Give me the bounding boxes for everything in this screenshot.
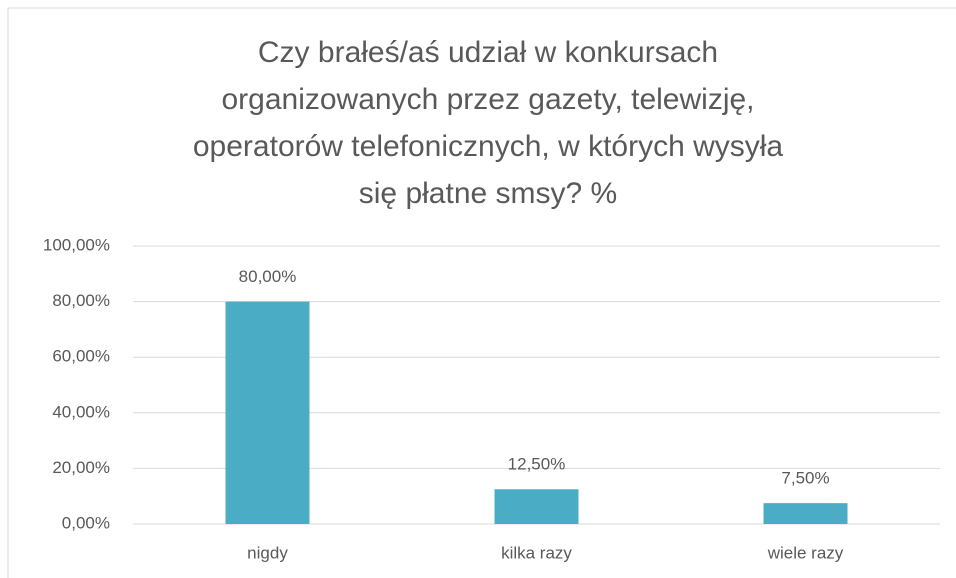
bar: [494, 489, 579, 524]
chart-title: Czy brałeś/aś udział w konkursach: [258, 36, 718, 69]
x-tick-label: kilka razy: [501, 543, 572, 562]
y-tick-label: 60,00%: [52, 347, 110, 366]
y-tick-label: 0,00%: [62, 513, 110, 532]
chart-title: operatorów telefonicznych, w których wys…: [193, 130, 784, 163]
bar: [763, 503, 848, 524]
chart-title: się płatne smsy? %: [359, 177, 617, 210]
data-label: 7,50%: [781, 469, 829, 488]
data-label: 80,00%: [239, 267, 297, 286]
chart-title: organizowanych przez gazety, telewizję,: [221, 83, 754, 116]
y-tick-label: 80,00%: [52, 291, 110, 310]
data-label: 12,50%: [508, 455, 566, 474]
y-tick-label: 20,00%: [52, 458, 110, 477]
bar: [225, 301, 310, 524]
y-tick-label: 100,00%: [43, 235, 110, 254]
x-tick-label: wiele razy: [767, 543, 844, 562]
chart-border: [7, 7, 956, 578]
y-tick-label: 40,00%: [52, 402, 110, 421]
x-tick-label: nigdy: [247, 543, 288, 562]
